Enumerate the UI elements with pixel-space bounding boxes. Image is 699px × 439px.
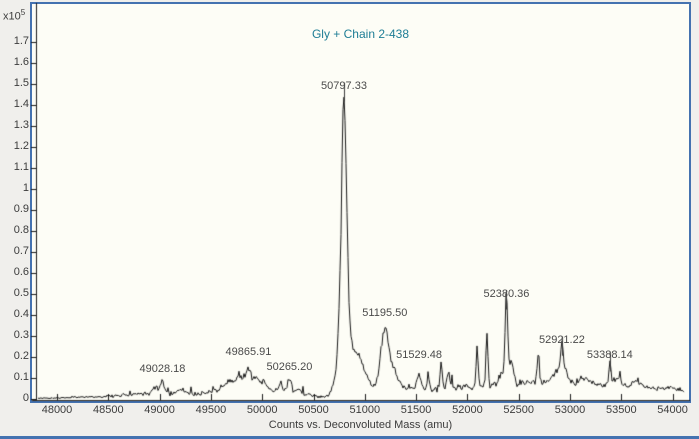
y-axis-multiplier-base: x10 bbox=[3, 10, 21, 23]
y-tick-label: 0.9 bbox=[13, 203, 29, 215]
x-tick-label: 49500 bbox=[195, 404, 227, 416]
y-tick-label: 0.1 bbox=[13, 371, 29, 383]
y-axis-multiplier-exponent: 5 bbox=[20, 8, 26, 17]
y-tick-label: 1.3 bbox=[13, 119, 29, 131]
y-tick-label: 1.6 bbox=[13, 56, 29, 68]
y-tick-label: 1.7 bbox=[13, 35, 29, 47]
y-tick-label: 0.8 bbox=[13, 224, 29, 236]
peak-label: 53388.14 bbox=[586, 349, 633, 362]
y-tick-label: 0.6 bbox=[13, 266, 29, 278]
y-tick-label: 1.4 bbox=[13, 98, 29, 110]
y-tick-label: 0.3 bbox=[13, 329, 29, 341]
x-tick-label: 51000 bbox=[349, 404, 381, 416]
y-tick-label: 1.2 bbox=[13, 140, 29, 152]
x-tick-label: 48500 bbox=[93, 404, 124, 416]
window-bottom-border bbox=[0, 436, 699, 439]
y-axis-multiplier: x105 bbox=[3, 8, 25, 23]
peak-label: 50797.33 bbox=[321, 79, 367, 92]
y-tick-label: 0.7 bbox=[13, 245, 29, 257]
peak-label: 52921.22 bbox=[538, 333, 585, 346]
y-tick-label: 0.4 bbox=[13, 308, 29, 320]
x-tick-label: 50500 bbox=[298, 404, 329, 416]
y-tick-label: 1 bbox=[22, 182, 29, 194]
x-axis-caption: Counts vs. Deconvoluted Mass (amu) bbox=[268, 419, 453, 431]
chart-title: Gly + Chain 2-438 bbox=[311, 27, 410, 41]
y-tick-label: 0 bbox=[22, 392, 29, 404]
x-tick-label: 48000 bbox=[41, 404, 73, 416]
x-tick-label: 53000 bbox=[554, 404, 586, 416]
x-tick-label: 54000 bbox=[657, 404, 688, 416]
y-tick-label: 1.5 bbox=[13, 77, 29, 89]
y-tick-label: 1.1 bbox=[13, 161, 29, 173]
x-tick-label: 49000 bbox=[144, 404, 175, 416]
peak-label: 51195.50 bbox=[362, 307, 408, 320]
peak-label: 49865.91 bbox=[225, 346, 272, 359]
peak-label: 52380.36 bbox=[483, 287, 530, 300]
y-tick-label: 0.5 bbox=[13, 287, 29, 299]
y-tick-label: 0.2 bbox=[13, 350, 29, 362]
x-tick-label: 51500 bbox=[400, 404, 432, 416]
x-tick-label: 50000 bbox=[246, 404, 278, 416]
peak-label: 50265.20 bbox=[266, 361, 313, 373]
x-tick-label: 52500 bbox=[503, 404, 534, 416]
peak-label: 49028.18 bbox=[139, 363, 186, 376]
x-tick-label: 52000 bbox=[452, 404, 483, 416]
x-tick-label: 53500 bbox=[606, 404, 637, 416]
peak-label: 51529.48 bbox=[396, 349, 443, 362]
